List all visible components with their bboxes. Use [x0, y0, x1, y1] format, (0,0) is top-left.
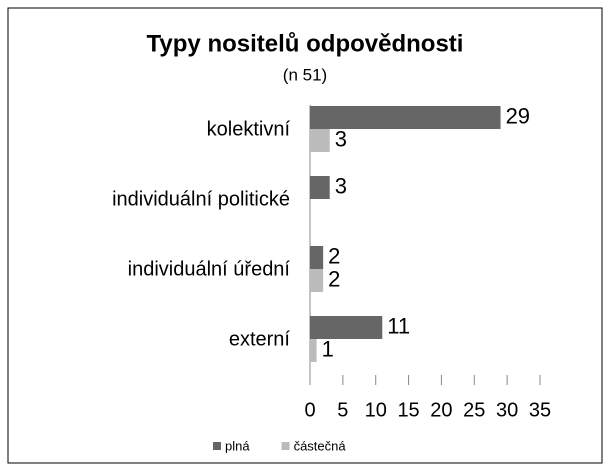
- x-tick-label: 10: [365, 399, 387, 421]
- x-tick-label: 35: [529, 399, 551, 421]
- y-tick-label: kolektivní: [207, 118, 291, 140]
- data-label: 2: [328, 243, 340, 268]
- y-tick-label: individuální úřední: [128, 258, 291, 280]
- data-label: 3: [335, 126, 347, 151]
- bar: [310, 269, 324, 292]
- legend-label: plná: [225, 438, 250, 453]
- x-tick-label: 5: [337, 399, 348, 421]
- bar: [310, 246, 324, 269]
- y-tick-label: individuální politické: [112, 188, 290, 210]
- chart-border: [7, 7, 603, 464]
- legend-label: částečná: [294, 438, 347, 453]
- y-tick-label: externí: [229, 328, 291, 350]
- data-label: 11: [387, 313, 410, 338]
- x-tick-label: 15: [397, 399, 419, 421]
- x-tick-label: 30: [496, 399, 518, 421]
- data-label: 1: [322, 336, 334, 361]
- x-tick-label: 0: [304, 399, 315, 421]
- chart-subtitle: (n 51): [283, 65, 327, 84]
- chart-title: Typy nositelů odpovědnosti: [147, 30, 464, 57]
- bar: [310, 129, 330, 152]
- x-tick-label: 20: [430, 399, 452, 421]
- data-label: 2: [328, 266, 340, 291]
- bar: [310, 316, 383, 339]
- x-tick-label: 25: [463, 399, 485, 421]
- bar: [310, 176, 330, 199]
- bar: [310, 106, 501, 129]
- data-label: 29: [506, 103, 530, 128]
- bar: [310, 339, 317, 362]
- data-label: 3: [335, 173, 347, 198]
- legend-swatch: [281, 442, 290, 450]
- legend-swatch: [213, 442, 221, 450]
